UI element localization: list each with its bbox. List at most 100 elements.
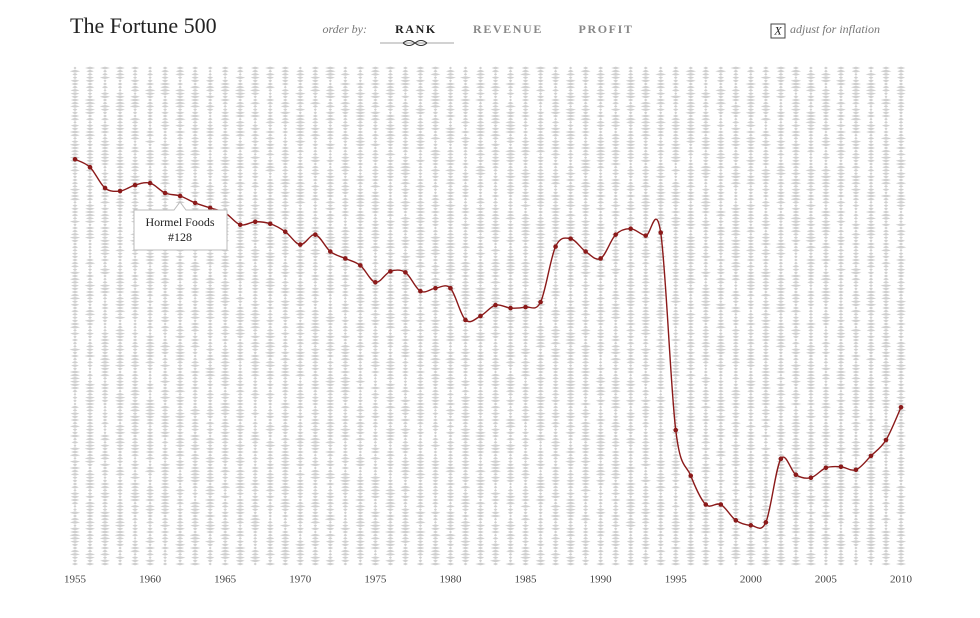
background-column (745, 66, 757, 566)
tooltip-box (133, 201, 228, 251)
rank-dot (433, 285, 438, 291)
background-column (580, 66, 592, 566)
background-column (895, 66, 907, 566)
rank-dot (898, 404, 904, 410)
rank-dot (553, 244, 558, 249)
x-tick-label: 2010 (890, 574, 913, 586)
background-column (279, 66, 291, 566)
rank-dot (838, 464, 844, 470)
rank-dot (613, 232, 618, 237)
background-column (655, 66, 667, 566)
rank-dot (192, 200, 198, 206)
background-column (700, 66, 712, 566)
rank-dot (688, 473, 694, 479)
rank-dot (853, 467, 859, 473)
background-column (805, 66, 817, 566)
checkbox-mark: X (773, 23, 782, 37)
background-column (369, 66, 381, 566)
rank-dot (598, 256, 603, 261)
rank-dot (312, 232, 318, 237)
checkbox-label[interactable]: adjust for inflation (790, 22, 880, 36)
rank-dot (358, 263, 363, 268)
rank-dot (282, 229, 288, 234)
rank-dot (87, 164, 93, 170)
background-column (685, 66, 697, 566)
rank-dot (808, 475, 814, 481)
x-tick-label: 1985 (515, 574, 538, 586)
rank-dot (102, 185, 108, 191)
background-column (384, 66, 396, 566)
order-label: order by: (322, 22, 367, 36)
background-column (159, 66, 171, 566)
background-column (670, 66, 682, 566)
tooltip-name: Hormel Foods (146, 215, 215, 229)
order-rank[interactable]: RANK (395, 22, 437, 36)
x-tick-label: 1955 (64, 574, 87, 586)
order-profit[interactable]: PROFIT (579, 22, 634, 36)
background-column (550, 66, 561, 566)
background-column (84, 66, 96, 566)
x-tick-label: 1995 (665, 574, 688, 586)
background-column (880, 66, 892, 566)
background-column (174, 66, 186, 566)
background-column (339, 66, 351, 566)
rank-dot (793, 472, 799, 478)
rank-dot (703, 502, 709, 507)
rank-dot (508, 305, 513, 311)
background-column (625, 66, 637, 566)
rank-dot (763, 520, 769, 525)
background-column (820, 66, 832, 566)
rank-dot (418, 288, 423, 294)
rank-dot (583, 249, 588, 254)
rank-dot (132, 182, 138, 188)
x-tick-label: 2000 (740, 574, 763, 586)
tooltip-value: #128 (168, 230, 192, 244)
rank-dot (328, 249, 333, 254)
background-column (715, 66, 727, 566)
background-column (324, 66, 336, 566)
x-tick-label: 1990 (590, 574, 613, 586)
rank-dot (267, 221, 273, 227)
background-column (399, 66, 411, 566)
background-column (144, 66, 156, 566)
background-column (595, 66, 607, 566)
order-revenue[interactable]: REVENUE (473, 22, 543, 36)
background-column (610, 66, 622, 566)
background-column (760, 66, 772, 566)
background-column (775, 66, 787, 566)
background-column (640, 66, 652, 566)
rank-dot (733, 518, 739, 523)
background-column (429, 66, 441, 566)
x-tick-label: 1970 (289, 574, 312, 586)
rank-dot (748, 523, 754, 528)
background-column (99, 66, 111, 566)
background-column (565, 66, 577, 566)
rank-dot (538, 299, 543, 305)
rank-dot (868, 453, 874, 459)
rank-dot (388, 269, 393, 274)
rank-dot (177, 193, 183, 199)
checkbox[interactable] (770, 23, 786, 39)
background-column (520, 66, 531, 566)
rank-dot (162, 190, 168, 196)
x-tick-label: 2005 (815, 574, 838, 586)
x-tick-label: 1980 (439, 574, 462, 586)
rank-dot (658, 230, 664, 235)
background-column (204, 66, 216, 566)
background-column (505, 66, 516, 566)
rank-dot (463, 317, 468, 323)
x-tick-label: 1960 (139, 574, 162, 586)
background-column (850, 66, 862, 566)
background-column (354, 66, 366, 566)
background-column (69, 66, 81, 566)
background-column (865, 66, 877, 566)
background-column (730, 66, 742, 566)
rank-dot (628, 226, 633, 232)
rank-dot (373, 279, 378, 285)
background-column (249, 66, 261, 566)
rank-dot (147, 180, 153, 186)
rank-dot (778, 456, 784, 462)
rank-dot (523, 304, 528, 310)
